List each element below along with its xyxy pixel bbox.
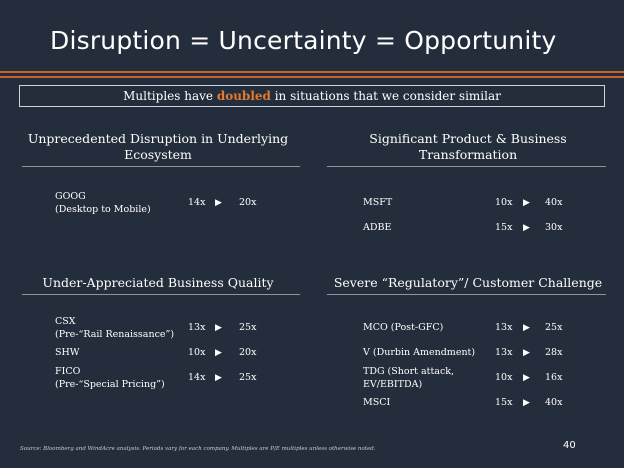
multiple-from: 10x <box>188 347 206 358</box>
play-triangle-icon: ▶ <box>523 323 530 333</box>
multiple-to: 20x <box>239 347 257 358</box>
multiple-to: 28x <box>545 347 563 358</box>
multiple-to: 25x <box>545 322 563 333</box>
multiple-from: 15x <box>495 222 513 233</box>
play-triangle-icon: ▶ <box>523 348 530 358</box>
company-name: MCO (Post-GFC) <box>363 322 444 333</box>
section-title-disruption: Unprecedented Disruption in Underlying E… <box>22 131 294 163</box>
company-name: SHW <box>55 347 80 358</box>
company-note: (Pre-“Special Pricing”) <box>55 379 165 390</box>
section-title-line: Unprecedented Disruption in Underlying <box>27 131 289 146</box>
play-triangle-icon: ▶ <box>215 373 222 383</box>
company-name: MSCI <box>363 397 391 408</box>
company-note: (Desktop to Mobile) <box>55 204 151 215</box>
title-rule-bottom <box>0 76 624 78</box>
play-triangle-icon: ▶ <box>523 223 530 233</box>
company-name: CSX <box>55 316 76 327</box>
title-rule-top <box>0 71 624 73</box>
multiple-to: 40x <box>545 197 563 208</box>
source-footnote: Source: Bloomberg and WindAcre analysis.… <box>20 446 376 452</box>
section-title-transformation: Significant Product & Business Transform… <box>330 131 606 163</box>
multiple-from: 10x <box>495 197 513 208</box>
play-triangle-icon: ▶ <box>523 373 530 383</box>
multiple-from: 10x <box>495 372 513 383</box>
multiple-from: 14x <box>188 372 206 383</box>
section-title-line: Severe “Regulatory”/ Customer Challenge <box>333 275 603 290</box>
section-title-line: Transformation <box>418 147 518 162</box>
section-title-quality: Under-Appreciated Business Quality <box>22 275 294 291</box>
section-title-line: Significant Product & Business <box>369 131 567 146</box>
multiple-to: 25x <box>239 372 257 383</box>
callout-text-after: in situations that we consider similar <box>270 89 501 103</box>
multiple-to: 30x <box>545 222 563 233</box>
callout-highlight: doubled <box>216 89 271 103</box>
multiple-to: 20x <box>239 197 257 208</box>
slide-title: Disruption = Uncertainty = Opportunity <box>50 26 557 55</box>
multiple-from: 13x <box>188 322 206 333</box>
multiple-to: 16x <box>545 372 563 383</box>
play-triangle-icon: ▶ <box>523 398 530 408</box>
company-name: FICO <box>55 366 81 377</box>
play-triangle-icon: ▶ <box>215 323 222 333</box>
play-triangle-icon: ▶ <box>215 348 222 358</box>
section-divider <box>327 166 606 167</box>
multiple-to: 40x <box>545 397 563 408</box>
multiple-from: 15x <box>495 397 513 408</box>
play-triangle-icon: ▶ <box>523 198 530 208</box>
multiple-from: 13x <box>495 322 513 333</box>
company-name: TDG (Short attack, <box>363 366 455 377</box>
section-divider <box>327 294 606 295</box>
section-title-line: Under-Appreciated Business Quality <box>42 275 274 290</box>
page-number: 40 <box>563 440 576 451</box>
company-name: ADBE <box>363 222 392 233</box>
company-note: (Pre-“Rail Renaissance”) <box>55 329 175 340</box>
play-triangle-icon: ▶ <box>215 198 222 208</box>
callout-text-before: Multiples have <box>123 89 217 103</box>
section-divider <box>22 294 300 295</box>
section-title-regulatory: Severe “Regulatory”/ Customer Challenge <box>330 275 606 291</box>
section-divider <box>22 166 300 167</box>
company-note: EV/EBITDA) <box>363 379 423 390</box>
section-title-line: Ecosystem <box>124 147 192 162</box>
company-name: V (Durbin Amendment) <box>363 347 476 358</box>
company-name: MSFT <box>363 197 393 208</box>
company-name: GOOG <box>55 191 86 202</box>
multiple-from: 13x <box>495 347 513 358</box>
multiple-from: 14x <box>188 197 206 208</box>
multiple-to: 25x <box>239 322 257 333</box>
callout-box: Multiples have doubled in situations tha… <box>19 85 605 107</box>
